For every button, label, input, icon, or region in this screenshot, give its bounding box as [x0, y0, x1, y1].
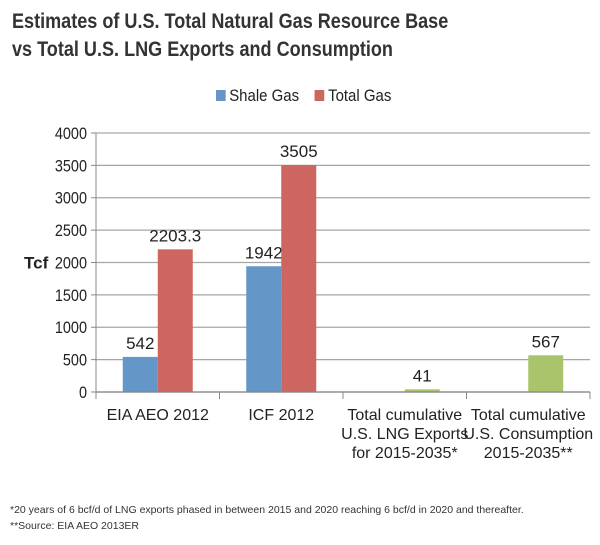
- footnote-2: **Source: EIA AEO 2013ER: [10, 520, 139, 532]
- legend-item-shale: Shale Gas: [216, 86, 299, 106]
- data-label: 567: [532, 332, 560, 351]
- legend-swatch: [216, 90, 226, 101]
- x-tick-label: Total cumulative: [471, 407, 586, 424]
- x-tick-label: ICF 2012: [248, 407, 314, 424]
- bar-total-gas: [404, 389, 440, 392]
- y-tick-label: 1000: [55, 319, 87, 337]
- title-line-1: Estimates of U.S. Total Natural Gas Reso…: [12, 10, 449, 33]
- y-tick-label: 0: [79, 384, 87, 402]
- bar-total-gas: [528, 355, 564, 392]
- title-line-2: vs Total U.S. LNG Exports and Consumptio…: [12, 38, 393, 61]
- legend-item-total: Total Gas: [314, 86, 392, 106]
- legend: Shale Gas Total Gas: [216, 86, 391, 106]
- y-tick-label: 500: [63, 352, 87, 370]
- y-axis-label: Tcf: [24, 254, 49, 273]
- y-tick-label: 3500: [55, 157, 87, 175]
- data-label: 3505: [280, 142, 318, 161]
- x-tick-label: U.S. Consumption: [463, 426, 593, 443]
- y-tick-label: 3000: [55, 190, 87, 208]
- x-tick-label: U.S. LNG Exports: [341, 426, 468, 443]
- legend-swatch: [314, 90, 325, 101]
- legend-label: Total Gas: [328, 86, 392, 105]
- x-tick-label: Total cumulative: [347, 407, 462, 424]
- y-tick-label: 2500: [55, 222, 87, 240]
- footnote-1: *20 years of 6 bcf/d of LNG exports phas…: [10, 504, 524, 516]
- data-label: 2203.3: [149, 226, 201, 245]
- y-tick-label: 2000: [55, 254, 87, 272]
- x-tick-label: 2015-2035**: [484, 445, 573, 462]
- bar-total-gas: [281, 165, 317, 392]
- bar-shale-gas: [246, 266, 282, 392]
- legend-label: Shale Gas: [229, 86, 300, 105]
- y-tick-label: 4000: [55, 125, 87, 143]
- x-tick-label: EIA AEO 2012: [107, 407, 209, 424]
- data-label: 1942: [245, 243, 283, 262]
- y-tick-label: 1500: [55, 287, 87, 305]
- data-label: 542: [126, 334, 154, 353]
- chart-title: Estimates of U.S. Total Natural Gas Reso…: [12, 8, 448, 64]
- x-tick-label: for 2015-2035*: [352, 445, 458, 462]
- bar-total-gas: [157, 249, 193, 392]
- data-label: 41: [413, 366, 432, 385]
- bar-shale-gas: [122, 356, 158, 392]
